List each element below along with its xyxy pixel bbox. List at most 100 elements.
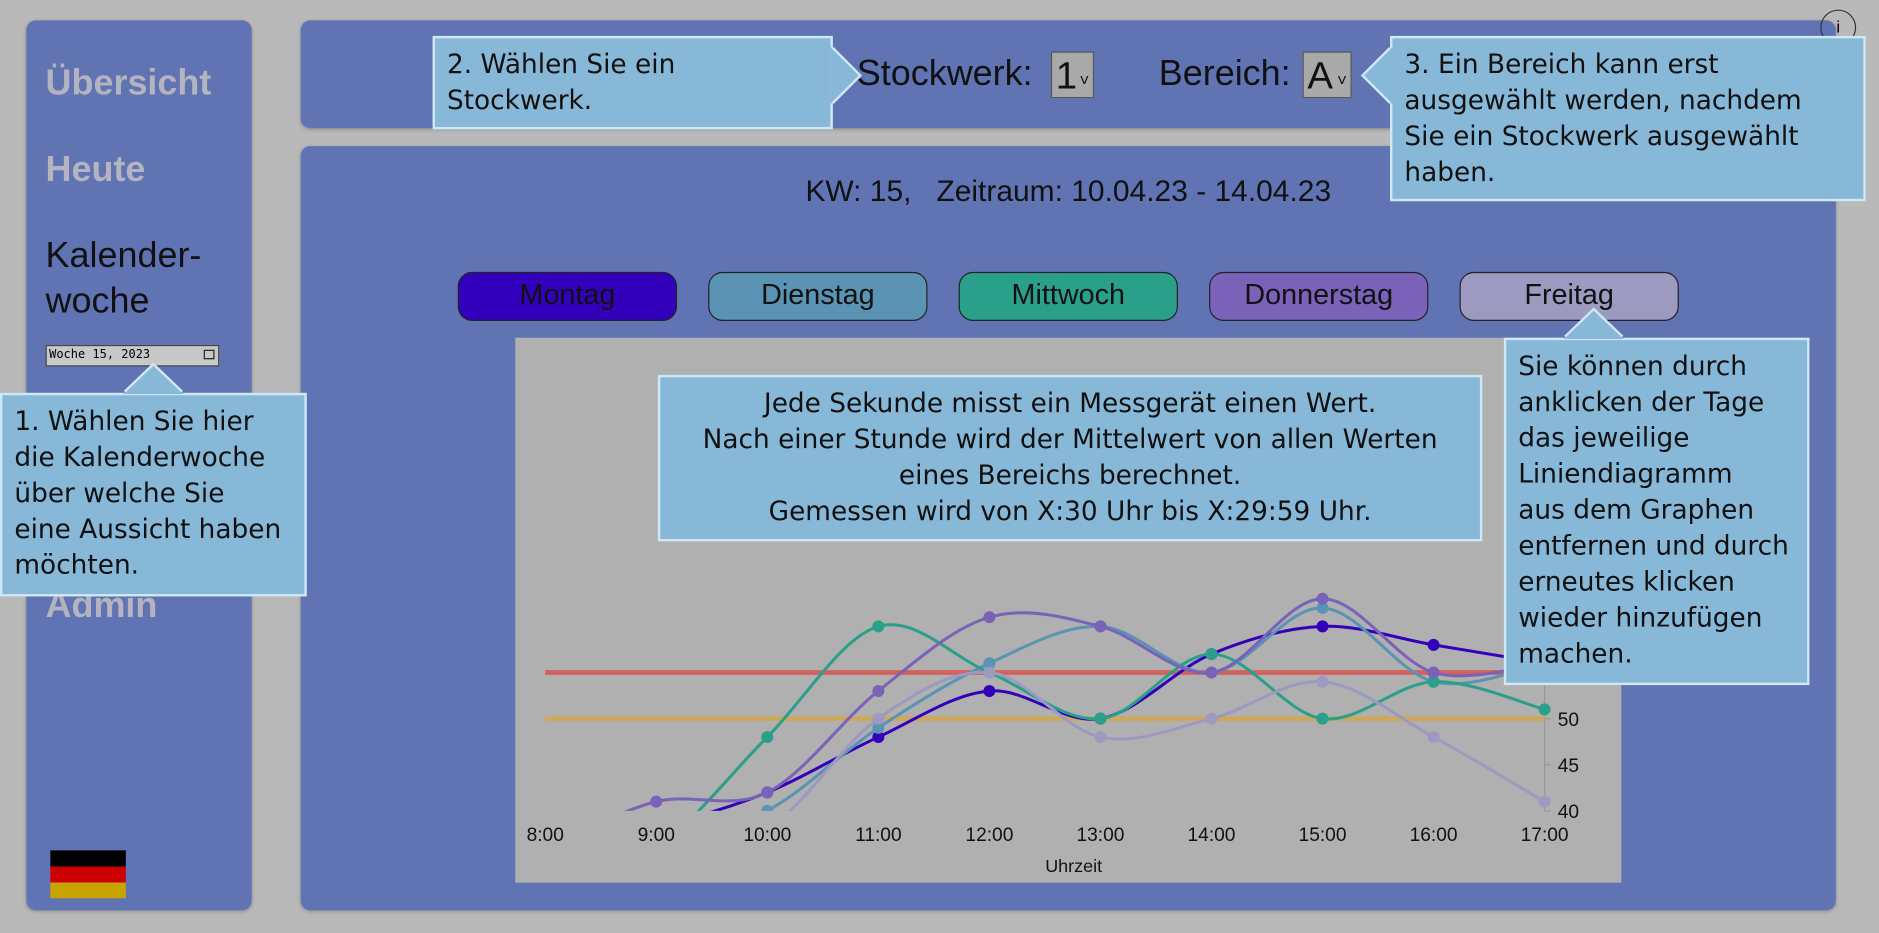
series-point (1427, 638, 1440, 651)
period-range: Zeitraum: 10.04.23 - 14.04.23 (936, 174, 1332, 209)
y-tick-label: 50 (1558, 710, 1579, 731)
series-point (1094, 712, 1107, 725)
tooltip-line: 2. Wählen Sie ein (446, 50, 676, 81)
tooltip-line: Nach einer Stunde wird der Mittelwert vo… (702, 425, 1438, 456)
chart: 40 45 50 8:00 9:00 10:00 11:00 12:00 13:00 14:00 1… (527, 349, 1579, 883)
y-tick-label: 40 (1558, 802, 1579, 823)
series-point (1205, 648, 1218, 661)
tooltip-line: Jede Sekunde misst ein Messgerät einen W… (763, 389, 1377, 420)
tooltip-line: machen. (1518, 639, 1633, 670)
y-tick-label: 45 (1558, 756, 1579, 777)
series-point (539, 860, 551, 872)
tooltip-line: ausgewählt werden, nachdem (1404, 86, 1802, 117)
x-tick-label: 12:00 (965, 825, 1013, 846)
tooltip-line: über welche Sie (14, 479, 225, 510)
tooltip-line: entfernen und durch (1518, 531, 1789, 562)
series-point (872, 731, 885, 744)
series-point (650, 851, 662, 863)
series-line (623, 597, 1545, 811)
series-line (787, 670, 1546, 811)
day-button[interactable]: Mittwoch (958, 271, 1178, 321)
series-point (983, 657, 996, 670)
series-point (1427, 731, 1440, 744)
series-point (872, 684, 885, 697)
tooltip-arrow (123, 362, 184, 395)
tooltip-line: erneutes klicken (1518, 567, 1735, 598)
tooltip-arrow (830, 46, 863, 105)
floor-value: 1 (1055, 53, 1078, 98)
tooltip-line: Gemessen wird von X:30 Uhr bis X:29:59 U… (768, 497, 1372, 527)
tooltip-week: 1. Wählen Sie hier die Kalenderwoche übe… (0, 392, 307, 597)
series-point (650, 795, 663, 808)
language-flag[interactable] (50, 850, 126, 899)
series-point (1205, 712, 1218, 725)
series-point (872, 712, 885, 725)
area-label: Bereich: (1158, 53, 1291, 94)
tooltip-arrow (1360, 46, 1393, 105)
tooltip-area: 3. Ein Bereich kann erst ausgewählt werd… (1390, 35, 1866, 202)
series-point (1427, 666, 1440, 679)
day-button[interactable]: Freitag (1459, 271, 1679, 321)
series-point (1094, 731, 1107, 744)
series-point (983, 611, 996, 624)
day-button[interactable]: Dienstag (708, 271, 928, 321)
area-select[interactable]: A (1302, 51, 1352, 103)
series-point (1205, 666, 1218, 679)
series-point (1316, 592, 1329, 605)
x-tick-label: 9:00 (638, 825, 675, 846)
series-point (1427, 675, 1440, 688)
series-point (983, 684, 996, 697)
tooltip-line: Sie ein Stockwerk ausgewählt (1404, 122, 1799, 153)
x-tick-label: 16:00 (1410, 825, 1458, 846)
period: KW: 15, Zeitraum: 10.04.23 - 14.04.23 (301, 175, 1836, 210)
tooltip-line: eines Bereichs berechnet. (898, 461, 1242, 492)
tooltip-line: möchten. (14, 550, 140, 581)
x-tick-label: 8:00 (527, 825, 564, 846)
nav-calendar-week[interactable]: Kalender- woche (46, 234, 202, 325)
series-point (1316, 601, 1329, 614)
series-point (761, 731, 774, 744)
tooltip-measurement: Jede Sekunde misst ein Messgerät einen W… (657, 374, 1483, 542)
series-point (1538, 703, 1551, 716)
period-week: KW: 15, (805, 174, 912, 209)
series-line (696, 623, 1545, 811)
week-input-text: Woche 15, 2023 (49, 348, 151, 362)
series-point (761, 786, 774, 799)
series-point (872, 620, 885, 633)
series-line (764, 606, 1545, 811)
floor-select[interactable]: 1 (1050, 51, 1095, 103)
series-line (710, 624, 1545, 811)
tooltip-line: anklicken der Tage (1518, 388, 1765, 418)
week-input[interactable]: Woche 15, 2023 (45, 344, 220, 367)
info-text: i (1836, 16, 1841, 36)
floor-label: Stockwerk: (856, 53, 1033, 94)
tooltip-line: 1. Wählen Sie hier (14, 407, 254, 438)
tooltip-line: aus dem Graphen (1518, 495, 1755, 526)
nav-line: Kalender- (45, 235, 202, 276)
x-tick-label: 13:00 (1076, 825, 1124, 846)
x-tick-label: 17:00 (1521, 825, 1569, 846)
series-point (983, 666, 996, 679)
series-point (539, 879, 551, 883)
x-tick-label: 15:00 (1299, 825, 1347, 846)
tooltip-line: haben. (1404, 158, 1496, 189)
x-axis-label: Uhrzeit (1045, 856, 1102, 876)
tooltip-line: das jeweilige (1518, 423, 1690, 454)
nav-overview[interactable]: Übersicht (45, 63, 212, 104)
nav-today[interactable]: Heute (45, 149, 146, 190)
series-point (1316, 675, 1329, 688)
tooltip-line: Sie können durch (1518, 352, 1747, 383)
tooltip-line: 3. Ein Bereich kann erst (1404, 50, 1719, 81)
area-value: A (1307, 53, 1333, 98)
day-button[interactable]: Montag (457, 271, 678, 321)
nav-line: woche (45, 281, 150, 321)
calendar-icon (203, 349, 215, 360)
series-point (761, 804, 774, 811)
tooltip-line: Stockwerk. (446, 86, 593, 117)
tooltip-floor: 2. Wählen Sie ein Stockwerk. (432, 35, 833, 130)
tooltip-line: Liniendiagramm (1518, 459, 1733, 490)
series-point (1316, 620, 1329, 633)
tooltip-days: Sie können durch anklicken der Tage das … (1503, 337, 1810, 686)
day-button[interactable]: Donnerstag (1209, 271, 1429, 321)
